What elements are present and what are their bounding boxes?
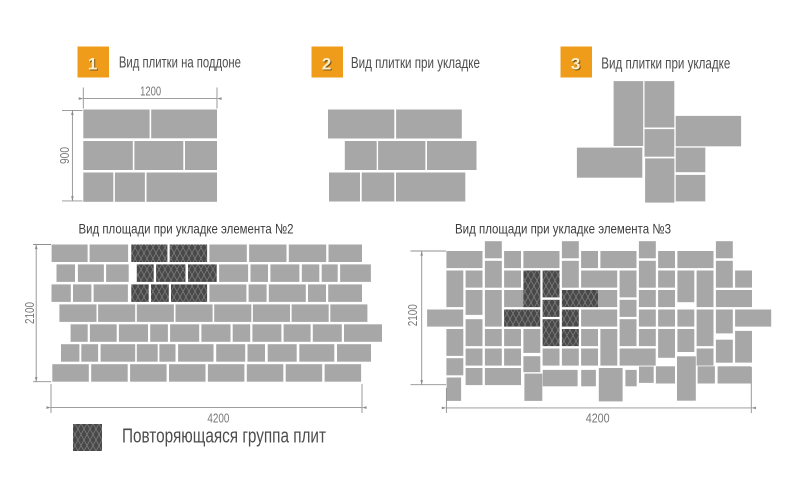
svg-text:Вид площади при укладке элемен: Вид площади при укладке элемента №2	[79, 220, 294, 236]
svg-text:1200: 1200	[140, 84, 161, 98]
svg-text:Вид площади при укладке элемен: Вид площади при укладке элемента №3	[455, 220, 671, 236]
svg-text:1: 1	[89, 56, 98, 75]
svg-text:2: 2	[322, 55, 331, 74]
svg-text:Вид плитки при укладке: Вид плитки при укладке	[351, 55, 480, 72]
svg-text:4200: 4200	[207, 412, 229, 426]
svg-text:4200: 4200	[586, 412, 610, 426]
svg-text:Вид плитки на поддоне: Вид плитки на поддоне	[119, 55, 241, 72]
svg-text:2100: 2100	[406, 304, 420, 326]
svg-text:Вид плитки при укладке: Вид плитки при укладке	[601, 56, 730, 73]
svg-text:2100: 2100	[23, 302, 37, 324]
svg-text:3: 3	[571, 55, 580, 74]
svg-text:3: 3	[572, 56, 581, 75]
svg-text:1: 1	[88, 55, 97, 74]
svg-text:Повторяющаяся группа плит: Повторяющаяся группа плит	[122, 426, 326, 448]
svg-text:900: 900	[58, 147, 72, 164]
svg-text:2: 2	[323, 56, 332, 75]
